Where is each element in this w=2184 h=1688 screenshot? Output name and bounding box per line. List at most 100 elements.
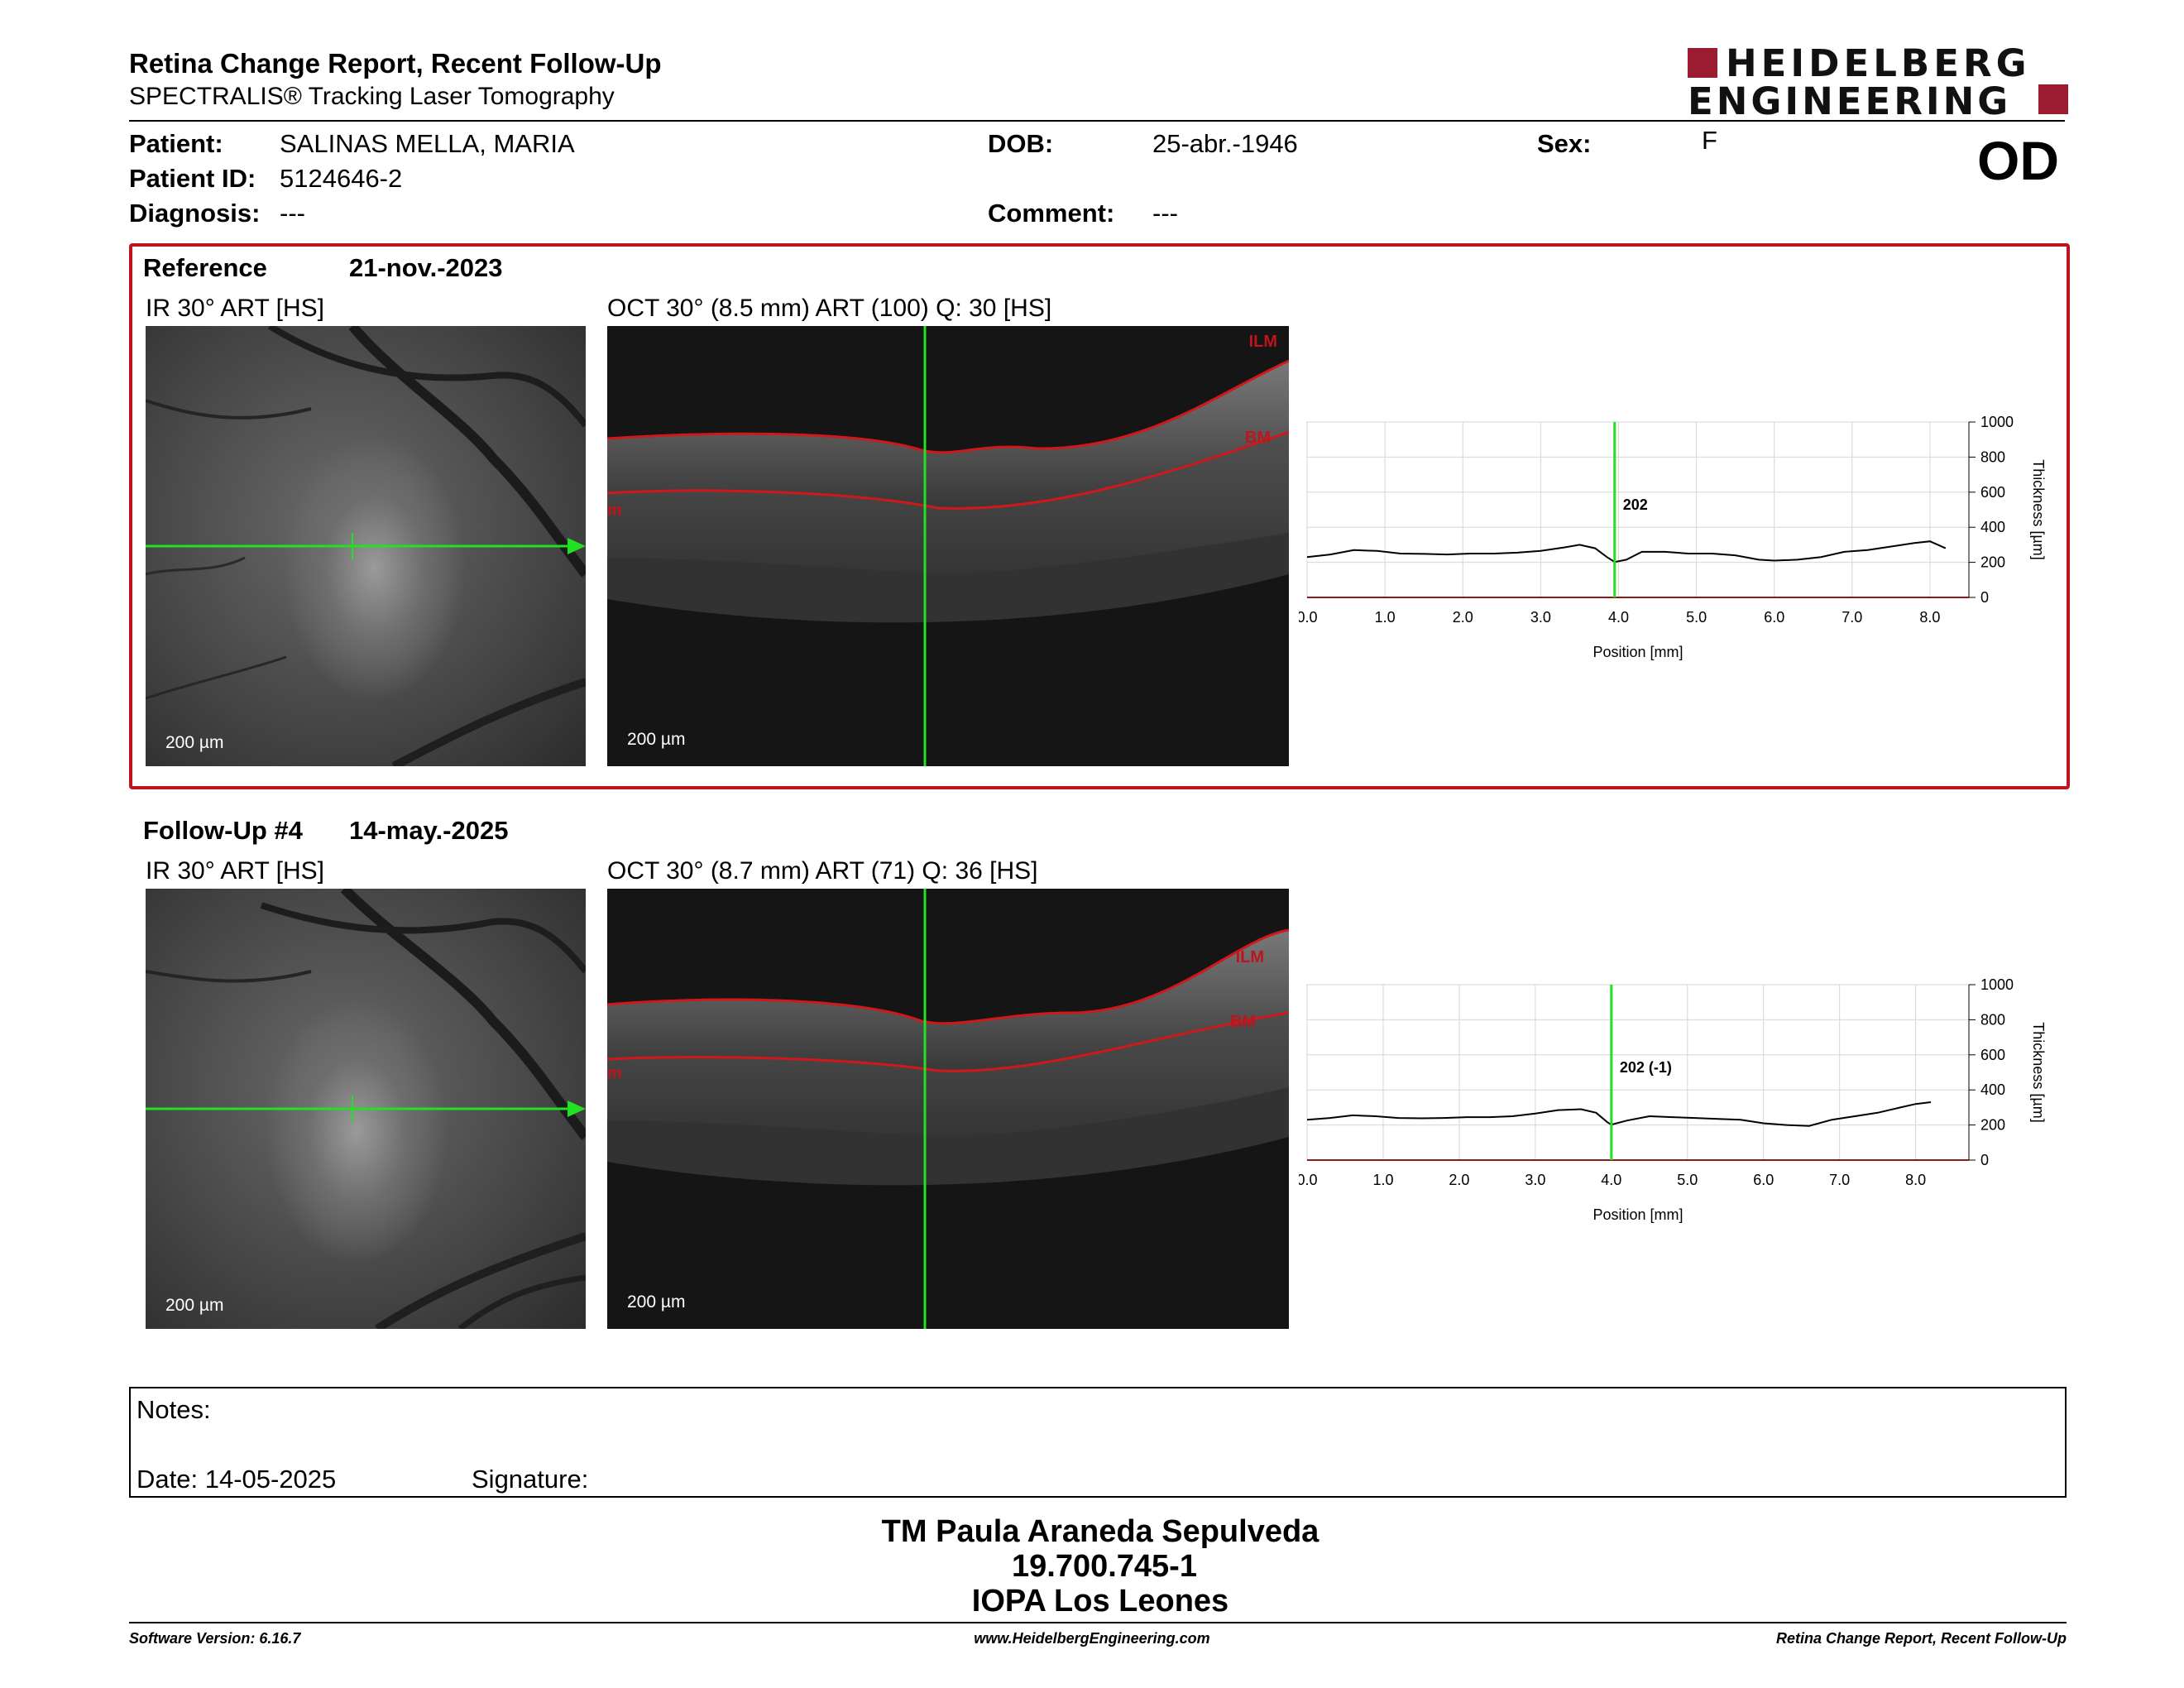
y-tick-label: 1000 <box>1980 414 2014 430</box>
heidelberg-logo: HEIDELBERG ENGINEERING <box>1688 41 2068 123</box>
reference-edge-label: m <box>607 501 622 520</box>
footer-report-name: Retina Change Report, Recent Follow-Up <box>1775 1630 2067 1647</box>
signature-institution: IOPA Los Leones <box>971 1584 1229 1618</box>
x-tick-label: 4.0 <box>1608 609 1629 626</box>
x-tick-label: 3.0 <box>1530 609 1551 626</box>
x-tick-label: 7.0 <box>1842 609 1862 626</box>
y-tick-label: 800 <box>1980 448 2005 465</box>
followup-bm-label: BM <box>1229 1013 1256 1031</box>
x-tick-label: 5.0 <box>1677 1172 1698 1188</box>
x-tick-label: 1.0 <box>1372 1172 1393 1188</box>
followup-oct-bscan-image[interactable]: ILM BM m 200 µm <box>607 889 1289 1329</box>
patient-id-label: Patient ID: <box>129 164 256 193</box>
diagnosis-value: --- <box>280 199 305 228</box>
followup-label: Follow-Up #4 <box>143 816 303 845</box>
patient-label: Patient: <box>129 129 223 158</box>
y-tick-label: 200 <box>1980 1117 2005 1134</box>
y-tick-label: 400 <box>1980 1081 2005 1098</box>
logo-square-bottom <box>2038 84 2068 114</box>
reference-oct-scale-bar: 200 µm <box>627 730 686 749</box>
reference-label: Reference <box>143 253 267 282</box>
x-tick-label: 5.0 <box>1686 609 1707 626</box>
followup-ilm-label: ILM <box>1235 948 1264 966</box>
plot-area <box>1306 984 1970 1161</box>
followup-edge-label: m <box>607 1064 622 1082</box>
oct-layers <box>607 889 1289 1329</box>
dob-label: DOB: <box>988 129 1054 158</box>
y-tick-label: 400 <box>1980 519 2005 535</box>
x-tick-label: 4.0 <box>1601 1172 1621 1188</box>
report-title: Retina Change Report, Recent Follow-Up <box>129 48 662 79</box>
followup-ir-scale-bar: 200 µm <box>165 1296 224 1315</box>
reference-frame <box>129 243 2070 789</box>
x-tick-label: 2.0 <box>1449 1172 1469 1188</box>
footer-website[interactable]: www.HeidelbergEngineering.com <box>974 1630 1210 1647</box>
notes-signature-label: Signature: <box>472 1465 589 1494</box>
marker-value-label: 202 <box>1623 496 1648 513</box>
x-tick-label: 0.0 <box>1299 1172 1318 1188</box>
fundus-vessels <box>146 889 586 1329</box>
x-axis-label: Position [mm] <box>1592 1206 1683 1223</box>
notes-date: Date: 14-05-2025 <box>136 1465 337 1494</box>
x-tick-label: 1.0 <box>1375 609 1396 626</box>
reference-ir-scale-bar: 200 µm <box>165 733 224 752</box>
x-tick-label: 7.0 <box>1829 1172 1850 1188</box>
followup-thickness-chart: 0.0 1.0 2.0 3.0 4.0 5.0 6.0 7.0 8.0 0 200 400 600 800… <box>1299 976 2047 1223</box>
reference-oct-bscan-image[interactable]: ILM BM m 200 µm <box>607 326 1289 766</box>
reference-ir-fundus-image[interactable]: 200 µm <box>146 326 586 766</box>
followup-ir-fundus-image[interactable]: 200 µm <box>146 889 586 1329</box>
plot-area <box>1306 421 1970 598</box>
patient-id: 5124646-2 <box>280 164 403 193</box>
followup-oct-scale-bar: 200 µm <box>627 1292 686 1312</box>
y-tick-label: 1000 <box>1980 976 2014 993</box>
x-tick-label: 8.0 <box>1905 1172 1926 1188</box>
footer-divider <box>129 1622 2067 1623</box>
comment-label: Comment: <box>988 199 1115 228</box>
header-divider <box>129 120 2065 122</box>
diagnosis-label: Diagnosis: <box>129 199 261 228</box>
footer-software-version: Software Version: 6.16.7 <box>129 1630 301 1647</box>
reference-date: 21-nov.-2023 <box>349 253 503 282</box>
y-tick-label: 0 <box>1980 589 1989 606</box>
logo-square-top <box>1688 48 1717 78</box>
x-tick-label: 8.0 <box>1919 609 1940 626</box>
notes-box <box>129 1387 2067 1498</box>
logo-text-line1: HEIDELBERG <box>1726 41 2031 85</box>
x-axis-label: Position [mm] <box>1592 644 1683 660</box>
oct-layers <box>607 326 1289 766</box>
marker-value-label: 202 (-1) <box>1620 1059 1672 1076</box>
followup-date: 14-may.-2025 <box>349 816 509 845</box>
y-tick-label: 800 <box>1980 1011 2005 1028</box>
y-tick-label: 200 <box>1980 554 2005 571</box>
reference-thickness-chart: 0.0 1.0 2.0 3.0 4.0 5.0 6.0 7.0 8.0 0 200 400 600 800… <box>1299 414 2047 660</box>
logo-text-line2: ENGINEERING <box>1688 79 2012 123</box>
signature-rut: 19.700.745-1 <box>1012 1549 1197 1584</box>
fundus-vessels <box>146 326 586 766</box>
signature-block: TM Paula Araneda Sepulveda 19.700.745-1 … <box>0 1514 2184 1618</box>
reference-ir-title: IR 30° ART [HS] <box>146 295 324 322</box>
x-tick-label: 2.0 <box>1453 609 1473 626</box>
x-tick-label: 3.0 <box>1525 1172 1545 1188</box>
report-subtitle: SPECTRALIS® Tracking Laser Tomography <box>129 83 615 110</box>
x-tick-label: 6.0 <box>1764 609 1784 626</box>
y-axis-label: Thickness [µm] <box>2030 1022 2047 1122</box>
patient-name: SALINAS MELLA, MARIA <box>280 129 575 158</box>
comment-value: --- <box>1152 199 1178 228</box>
sex-value: F <box>1702 126 1717 155</box>
eye-indicator: OD <box>1977 130 2059 191</box>
thickness-series-line <box>1306 540 1947 563</box>
y-tick-label: 600 <box>1980 484 2005 501</box>
followup-ir-title: IR 30° ART [HS] <box>146 857 324 885</box>
followup-oct-title: OCT 30° (8.7 mm) ART (71) Q: 36 [HS] <box>607 857 1038 885</box>
y-axis-label: Thickness [µm] <box>2030 459 2047 559</box>
x-tick-label: 0.0 <box>1299 609 1318 626</box>
y-tick-label: 600 <box>1980 1047 2005 1063</box>
sex-label: Sex: <box>1537 129 1592 158</box>
notes-label: Notes: <box>136 1395 211 1424</box>
reference-bm-label: BM <box>1244 429 1271 447</box>
reference-oct-title: OCT 30° (8.5 mm) ART (100) Q: 30 [HS] <box>607 295 1052 322</box>
reference-ilm-label: ILM <box>1248 333 1277 351</box>
dob-value: 25-abr.-1946 <box>1152 129 1298 158</box>
x-tick-label: 6.0 <box>1753 1172 1774 1188</box>
y-tick-label: 0 <box>1980 1152 1989 1168</box>
